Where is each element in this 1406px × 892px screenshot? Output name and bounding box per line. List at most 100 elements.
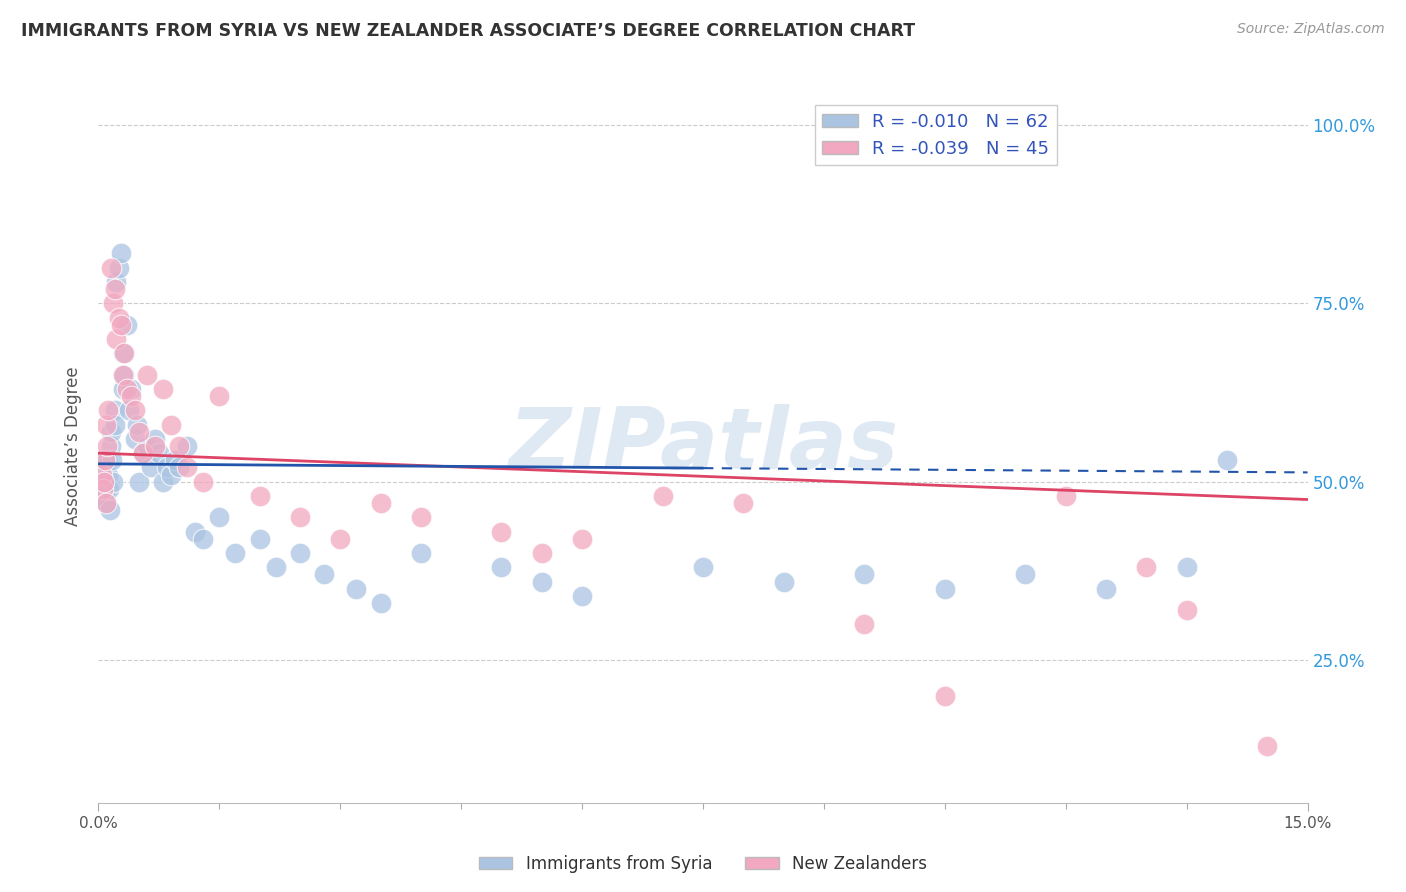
- Point: [193, 475, 215, 489]
- Point: [249, 489, 271, 503]
- Point: [94, 460, 117, 475]
- Point: [100, 425, 122, 439]
- Point: [103, 417, 125, 432]
- Point: [530, 574, 553, 589]
- Point: [152, 475, 174, 489]
- Point: [135, 439, 157, 453]
- Point: [111, 382, 134, 396]
- Point: [91, 467, 114, 482]
- Point: [288, 546, 311, 560]
- Point: [91, 482, 114, 496]
- Point: [143, 439, 166, 453]
- Point: [264, 560, 287, 574]
- Point: [329, 532, 352, 546]
- Point: [160, 467, 183, 482]
- Point: [934, 689, 956, 703]
- Point: [96, 475, 118, 489]
- Point: [692, 560, 714, 574]
- Point: [98, 503, 121, 517]
- Point: [176, 439, 198, 453]
- Point: [94, 496, 117, 510]
- Point: [143, 432, 166, 446]
- Point: [491, 524, 513, 539]
- Point: [1216, 453, 1239, 467]
- Point: [733, 496, 755, 510]
- Text: Source: ZipAtlas.com: Source: ZipAtlas.com: [1237, 22, 1385, 37]
- Point: [132, 446, 155, 460]
- Point: [110, 318, 132, 332]
- Point: [370, 596, 392, 610]
- Point: [101, 296, 124, 310]
- Point: [193, 532, 215, 546]
- Point: [853, 617, 876, 632]
- Point: [1054, 489, 1077, 503]
- Point: [571, 532, 593, 546]
- Point: [148, 446, 170, 460]
- Point: [115, 318, 138, 332]
- Point: [1175, 560, 1198, 574]
- Point: [208, 389, 231, 403]
- Point: [288, 510, 311, 524]
- Point: [101, 475, 124, 489]
- Point: [112, 368, 135, 382]
- Point: [249, 532, 271, 546]
- Text: ZIPatlas: ZIPatlas: [508, 404, 898, 488]
- Point: [651, 489, 673, 503]
- Point: [208, 510, 231, 524]
- Point: [1014, 567, 1036, 582]
- Point: [124, 403, 146, 417]
- Point: [370, 496, 392, 510]
- Point: [118, 403, 141, 417]
- Point: [530, 546, 553, 560]
- Point: [156, 460, 179, 475]
- Point: [103, 403, 125, 417]
- Point: [93, 475, 115, 489]
- Point: [103, 282, 125, 296]
- Point: [110, 246, 132, 260]
- Point: [105, 332, 128, 346]
- Point: [127, 417, 149, 432]
- Point: [184, 524, 207, 539]
- Point: [91, 467, 114, 482]
- Point: [91, 482, 114, 496]
- Point: [491, 560, 513, 574]
- Point: [344, 582, 367, 596]
- Point: [163, 453, 186, 467]
- Point: [101, 453, 124, 467]
- Y-axis label: Associate’s Degree: Associate’s Degree: [65, 367, 83, 525]
- Point: [176, 460, 198, 475]
- Point: [105, 275, 128, 289]
- Point: [107, 260, 129, 275]
- Point: [111, 368, 134, 382]
- Point: [772, 574, 794, 589]
- Point: [409, 546, 432, 560]
- Point: [115, 382, 138, 396]
- Point: [1135, 560, 1157, 574]
- Point: [853, 567, 876, 582]
- Point: [100, 260, 122, 275]
- Point: [94, 489, 117, 503]
- Point: [1175, 603, 1198, 617]
- Point: [97, 482, 120, 496]
- Point: [97, 403, 120, 417]
- Point: [1256, 739, 1278, 753]
- Point: [96, 496, 118, 510]
- Point: [132, 446, 155, 460]
- Point: [571, 589, 593, 603]
- Point: [224, 546, 246, 560]
- Point: [97, 467, 120, 482]
- Point: [112, 346, 135, 360]
- Point: [139, 460, 162, 475]
- Point: [120, 389, 142, 403]
- Point: [93, 475, 115, 489]
- Point: [96, 417, 118, 432]
- Point: [96, 453, 118, 467]
- Point: [409, 510, 432, 524]
- Point: [128, 425, 150, 439]
- Point: [167, 460, 190, 475]
- Point: [120, 382, 142, 396]
- Point: [111, 346, 134, 360]
- Point: [160, 417, 183, 432]
- Point: [934, 582, 956, 596]
- Legend: R = -0.010   N = 62, R = -0.039   N = 45: R = -0.010 N = 62, R = -0.039 N = 45: [814, 105, 1057, 165]
